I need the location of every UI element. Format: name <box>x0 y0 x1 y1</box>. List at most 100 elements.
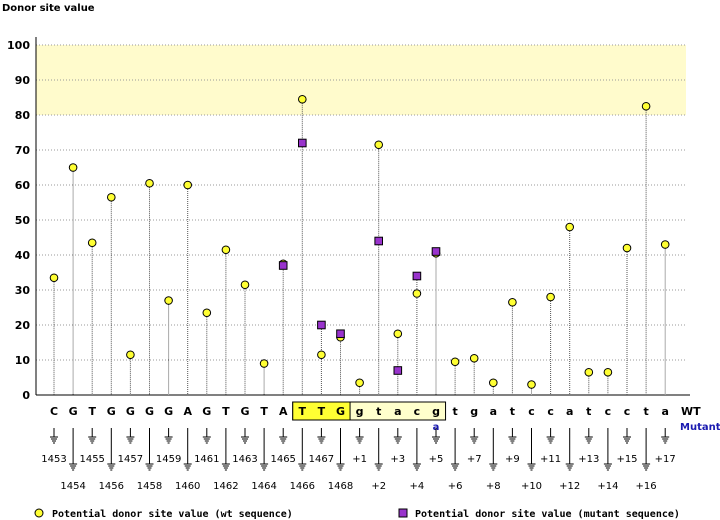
position-label-2: 1455 <box>79 454 104 465</box>
wt-base-32: a <box>661 405 668 418</box>
position-label-8: 1461 <box>194 454 219 465</box>
wt-base-28: t <box>586 405 591 418</box>
position-marker <box>50 428 58 444</box>
wt-point-10 <box>240 280 250 290</box>
position-marker <box>623 428 631 444</box>
position-marker <box>183 428 192 471</box>
wt-base-24: t <box>510 405 515 418</box>
wt-base-5: G <box>145 405 154 418</box>
mutant-point-18 <box>393 366 403 375</box>
position-label-32: +17 <box>655 454 676 465</box>
wt-point-17 <box>374 140 384 150</box>
wt-base-23: a <box>490 405 497 418</box>
y-tick-label: 0 <box>22 389 30 402</box>
position-label-19: +4 <box>410 481 425 492</box>
legend-mutant-marker <box>398 508 408 518</box>
position-marker <box>145 428 154 471</box>
wt-point-5 <box>145 178 154 188</box>
wt-base-4: G <box>126 405 135 418</box>
legend-wt-label: Potential donor site value (wt sequence) <box>52 508 293 520</box>
wt-point-1 <box>68 163 78 172</box>
position-marker <box>164 428 173 444</box>
wt-point-14 <box>317 350 326 360</box>
wt-base-10: G <box>240 405 249 418</box>
position-label-7: 1460 <box>175 481 200 492</box>
wt-point-6 <box>164 296 173 305</box>
exon-highlight-box <box>292 401 351 421</box>
wt-point-32 <box>660 240 670 249</box>
wt-point-28 <box>584 367 594 377</box>
position-label-17: +2 <box>371 481 386 492</box>
wt-base-22: g <box>470 405 478 418</box>
wt-point-21 <box>450 357 460 367</box>
wt-base-2: T <box>88 405 96 418</box>
wt-point-29 <box>603 367 613 377</box>
wt-point-19 <box>412 289 422 298</box>
position-marker <box>661 428 670 444</box>
wt-point-27 <box>565 222 575 232</box>
wt-point-9 <box>221 245 231 255</box>
y-tick-label: 70 <box>15 144 31 157</box>
y-tick-label: 90 <box>15 74 31 87</box>
wt-base-15: G <box>336 405 345 418</box>
wt-base-9: T <box>222 405 230 418</box>
wt-point-7 <box>183 180 192 190</box>
wt-point-26 <box>546 292 555 302</box>
wt-base-3: G <box>107 405 116 418</box>
wt-point-24 <box>508 297 517 307</box>
wt-base-30: c <box>624 405 631 418</box>
position-marker <box>546 428 555 444</box>
position-label-14: 1467 <box>309 454 334 465</box>
position-marker <box>451 428 460 471</box>
wt-point-11 <box>259 359 269 368</box>
position-label-26: +11 <box>540 454 561 465</box>
wt-point-25 <box>527 380 536 389</box>
y-tick-label: 60 <box>15 179 31 192</box>
position-label-10: 1463 <box>232 454 257 465</box>
y-tick-label: 80 <box>15 109 31 122</box>
position-label-20: +5 <box>429 454 444 465</box>
position-marker <box>221 428 230 471</box>
wt-base-8: G <box>202 405 211 418</box>
position-marker <box>642 428 651 471</box>
wt-point-3 <box>107 192 116 202</box>
mutant-point-20 <box>431 247 441 256</box>
position-marker <box>527 428 536 471</box>
position-marker <box>69 428 78 471</box>
position-label-27: +12 <box>559 481 580 492</box>
position-marker <box>374 428 383 471</box>
wt-base-21: t <box>452 405 457 418</box>
position-label-28: +13 <box>578 454 599 465</box>
position-marker <box>107 428 116 471</box>
position-marker <box>202 428 211 444</box>
wt-base-18: a <box>394 405 401 418</box>
position-label-3: 1456 <box>99 481 124 492</box>
position-marker <box>279 428 288 444</box>
wt-point-2 <box>87 238 97 248</box>
position-label-13: 1466 <box>290 481 315 492</box>
wt-point-31 <box>641 101 651 111</box>
position-marker <box>317 428 326 444</box>
y-tick-label: 10 <box>15 354 31 367</box>
position-marker <box>603 428 612 471</box>
y-tick-label: 20 <box>15 319 31 332</box>
wt-base-12: A <box>279 405 288 418</box>
position-label-12: 1465 <box>270 454 295 465</box>
wt-base-17: t <box>376 405 381 418</box>
position-marker <box>470 428 479 444</box>
position-marker <box>584 428 593 444</box>
position-marker <box>336 428 345 471</box>
wt-point-0 <box>49 273 59 283</box>
position-marker <box>241 428 249 444</box>
wt-base-20: g <box>432 405 440 418</box>
wt-point-18 <box>393 329 403 339</box>
wt-point-13 <box>298 94 307 104</box>
position-marker <box>355 428 364 444</box>
position-label-15: 1468 <box>328 481 353 492</box>
position-marker <box>565 428 574 471</box>
y-tick-label: 50 <box>15 214 31 227</box>
position-label-5: 1458 <box>137 481 162 492</box>
position-label-6: 1459 <box>156 454 181 465</box>
position-label-22: +7 <box>467 454 482 465</box>
wt-base-19: c <box>414 405 421 418</box>
